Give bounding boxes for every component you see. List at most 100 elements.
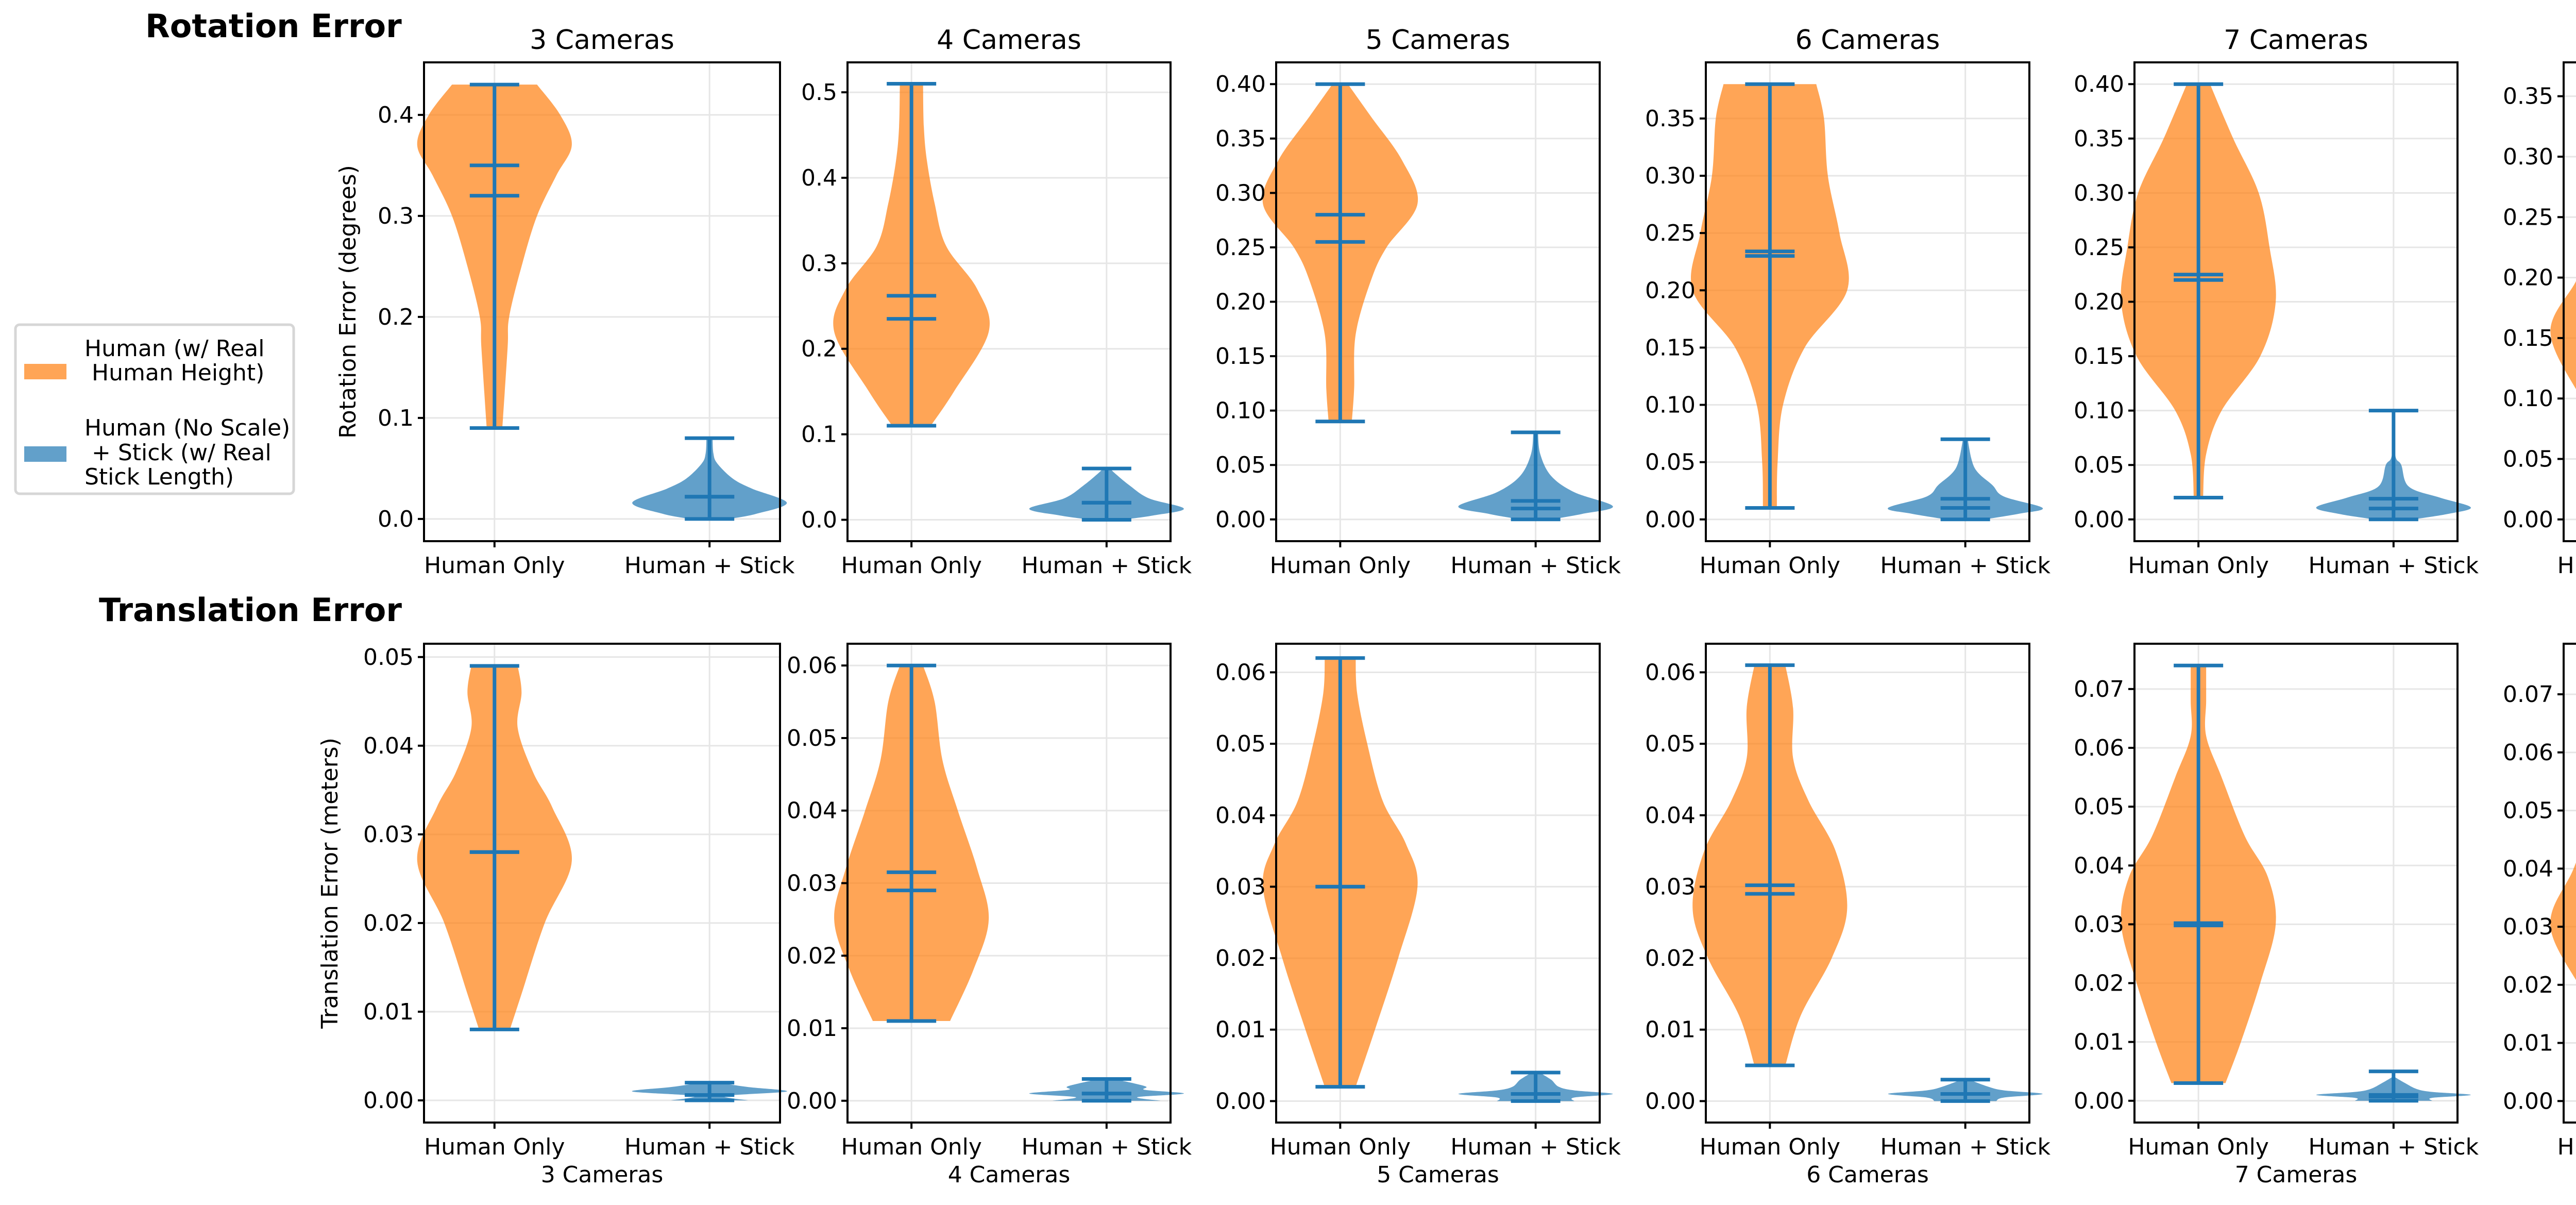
subplot-translation-6-cameras: 0.00 0.01 0.02 0.03 0.04 0.05 0.06 Human Only Hu… — [1645, 643, 2050, 1188]
xtick-label: Human Only — [2557, 1134, 2576, 1160]
xtick-label: Human Only — [2557, 553, 2576, 579]
ytick-label: 0.35 — [2074, 126, 2124, 152]
xtick-label: Human + Stick — [1022, 1134, 1192, 1160]
ytick-label: 0.30 — [1645, 163, 1696, 189]
subplot-rotation-7-cameras: 0.00 0.05 0.10 0.15 0.20 0.25 0.30 0.35 0.40 Huma… — [2074, 25, 2479, 579]
x-axis-label: 3 Cameras — [541, 1162, 664, 1188]
ytick-label: 0.40 — [2074, 71, 2124, 97]
row-title-translation: Translation Error — [99, 591, 402, 629]
ytick-label: 0.40 — [1215, 71, 1266, 97]
xtick-label: Human Only — [1700, 553, 1840, 579]
xtick-label: Human Only — [1270, 1134, 1411, 1160]
ytick-label: 0.03 — [2503, 914, 2553, 940]
subplot-title: 3 Cameras — [530, 25, 674, 56]
ytick-label: 0.01 — [363, 999, 414, 1025]
ytick-label: 0.20 — [2503, 265, 2553, 291]
ytick-label: 0.15 — [1215, 343, 1266, 370]
ytick-label: 0.00 — [787, 1088, 837, 1114]
ytick-label: 0.03 — [363, 822, 414, 848]
ytick-label: 0.02 — [787, 943, 837, 969]
legend-box — [14, 323, 295, 495]
ytick-label: 0.04 — [787, 798, 837, 824]
ytick-label: 0.02 — [1215, 945, 1266, 972]
xtick-label: Human Only — [1270, 553, 1411, 579]
ytick-label: 0.03 — [1645, 874, 1696, 900]
ytick-label: 0.00 — [2074, 1088, 2124, 1114]
ytick-label: 0.04 — [2074, 852, 2124, 879]
ytick-label: 0.01 — [2074, 1029, 2124, 1056]
ytick-label: 0.00 — [2503, 507, 2553, 533]
ytick-label: 0.00 — [1645, 1088, 1696, 1114]
axes-frame — [2563, 61, 2576, 542]
ytick-label: 0.1 — [801, 422, 837, 448]
ytick-label: 0.30 — [2074, 180, 2124, 206]
ytick-label: 0.04 — [1215, 802, 1266, 829]
ytick-label: 0.00 — [2503, 1088, 2553, 1114]
ytick-label: 0.20 — [2074, 289, 2124, 315]
subplot-title: 6 Cameras — [1795, 25, 1940, 56]
xtick-label: Human + Stick — [1450, 1134, 1621, 1160]
subplot-translation-5-cameras: 0.00 0.01 0.02 0.03 0.04 0.05 0.06 Human Only Hu… — [1215, 643, 1621, 1188]
ytick-label: 0.06 — [2074, 735, 2124, 761]
ytick-label: 0.00 — [363, 1087, 414, 1114]
ytick-label: 0.05 — [363, 644, 414, 671]
y-axis-label: Rotation Error (degrees) — [335, 165, 361, 439]
axes-frame — [423, 643, 781, 1124]
xtick-label: Human Only — [424, 1134, 565, 1160]
ytick-label: 0.25 — [1645, 220, 1696, 246]
axes-frame — [1705, 643, 2030, 1124]
ytick-label: 0.05 — [2074, 452, 2124, 478]
ytick-label: 0.20 — [1215, 289, 1266, 315]
ytick-label: 0.5 — [801, 79, 837, 106]
ytick-label: 0.20 — [1645, 277, 1696, 304]
ytick-label: 0.07 — [2503, 681, 2553, 708]
xtick-label: Human Only — [841, 1134, 981, 1160]
ytick-label: 0.2 — [378, 304, 414, 330]
xtick-label: Human Only — [2128, 553, 2268, 579]
legend-label-human-only-line1: Human (w/ Real — [84, 336, 265, 362]
ytick-label: 0.10 — [1645, 392, 1696, 419]
ytick-label: 0.1 — [378, 405, 414, 431]
ytick-label: 0.04 — [363, 733, 414, 759]
x-axis-label: 6 Cameras — [1806, 1162, 1929, 1188]
ytick-label: 0.05 — [1215, 452, 1266, 478]
ytick-label: 0.02 — [1645, 945, 1696, 972]
ytick-label: 0.02 — [363, 910, 414, 936]
ytick-label: 0.10 — [2503, 386, 2553, 412]
ytick-label: 0.02 — [2503, 972, 2553, 998]
ytick-label: 0.0 — [801, 507, 837, 533]
ytick-label: 0.10 — [1215, 398, 1266, 424]
ytick-label: 0.3 — [378, 203, 414, 229]
xtick-label: Human Only — [1700, 1134, 1840, 1160]
legend-swatch-human-only — [24, 364, 66, 379]
ytick-label: 0.05 — [2503, 446, 2553, 472]
ytick-label: 0.10 — [2074, 398, 2124, 424]
legend-label-human-stick-line3: Stick Length) — [84, 464, 234, 490]
xtick-label: Human + Stick — [2309, 553, 2479, 579]
ytick-label: 0.00 — [2074, 507, 2124, 533]
axes-frame — [423, 61, 781, 542]
subplot-rotation-5-cameras: 0.00 0.05 0.10 0.15 0.20 0.25 0.30 0.35 0.40 Huma… — [1215, 25, 1621, 579]
subplot-translation-8-cameras: 0.00 0.01 0.02 0.03 0.04 0.05 0.06 0.07 Human On… — [2503, 643, 2576, 1160]
ytick-label: 0.01 — [1645, 1017, 1696, 1043]
subplot-rotation-8-cameras: 0.00 0.05 0.10 0.15 0.20 0.25 0.30 0.35 Human On… — [2503, 61, 2576, 579]
ytick-label: 0.15 — [2074, 343, 2124, 370]
y-axis-label: Translation Error (meters) — [317, 738, 343, 1029]
legend-swatch-human-stick — [24, 446, 66, 462]
ytick-label: 0.3 — [801, 250, 837, 277]
x-axis-label: 4 Cameras — [948, 1162, 1071, 1188]
ytick-label: 0.06 — [1645, 659, 1696, 685]
xtick-label: Human Only — [841, 553, 981, 579]
axes-frame — [2563, 643, 2576, 1124]
ytick-label: 0.05 — [1215, 731, 1266, 757]
ytick-label: 0.01 — [2503, 1030, 2553, 1057]
ytick-label: 0.05 — [1645, 731, 1696, 757]
ytick-label: 0.03 — [1215, 874, 1266, 900]
ytick-label: 0.07 — [2074, 676, 2124, 702]
axes-frame — [846, 61, 1172, 542]
ytick-label: 0.15 — [2503, 325, 2553, 352]
subplot-rotation-6-cameras: 0.00 0.05 0.10 0.15 0.20 0.25 0.30 0.35 Human On… — [1645, 25, 2050, 579]
ytick-label: 0.00 — [1645, 507, 1696, 533]
ytick-label: 0.0 — [378, 506, 414, 532]
